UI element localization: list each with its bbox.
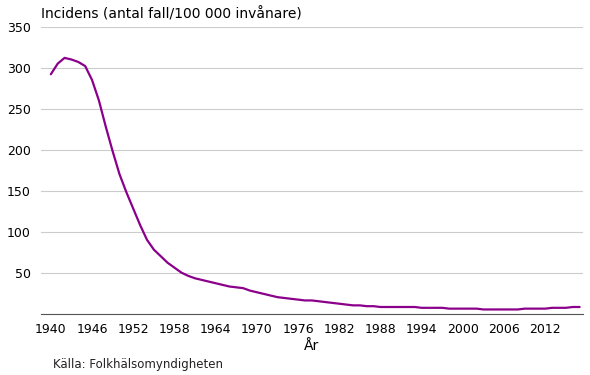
X-axis label: År: År: [304, 339, 319, 353]
Text: Källa: Folkhälsomyndigheten: Källa: Folkhälsomyndigheten: [53, 358, 223, 371]
Text: Incidens (antal fall/100 000 invånare): Incidens (antal fall/100 000 invånare): [41, 7, 301, 21]
